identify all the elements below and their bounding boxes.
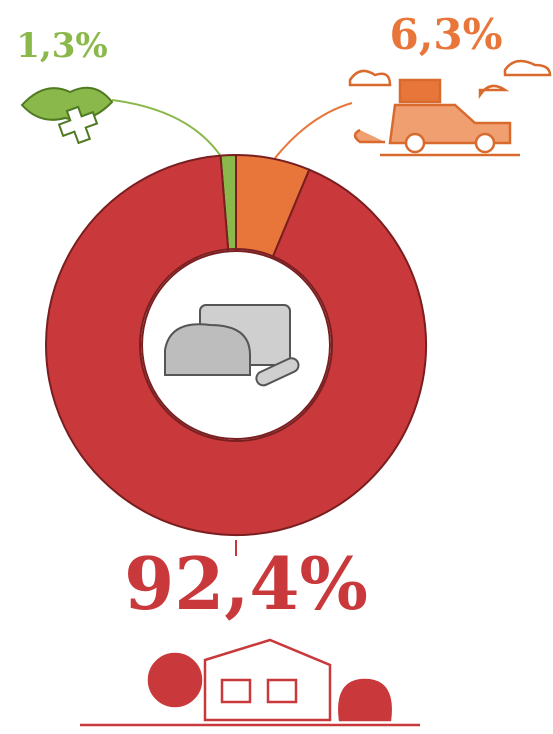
leader-line [112,100,222,158]
value-label: 6,3% [390,10,503,59]
car-illustration [350,61,550,155]
infographic: 1,3% 6,3% 92,4% [0,0,553,734]
value-label: 1,3% [16,26,107,66]
leader-line [275,103,352,158]
value-label: 92,4% [124,541,368,626]
lips-illustration [22,88,112,147]
house-illustration [80,640,420,725]
